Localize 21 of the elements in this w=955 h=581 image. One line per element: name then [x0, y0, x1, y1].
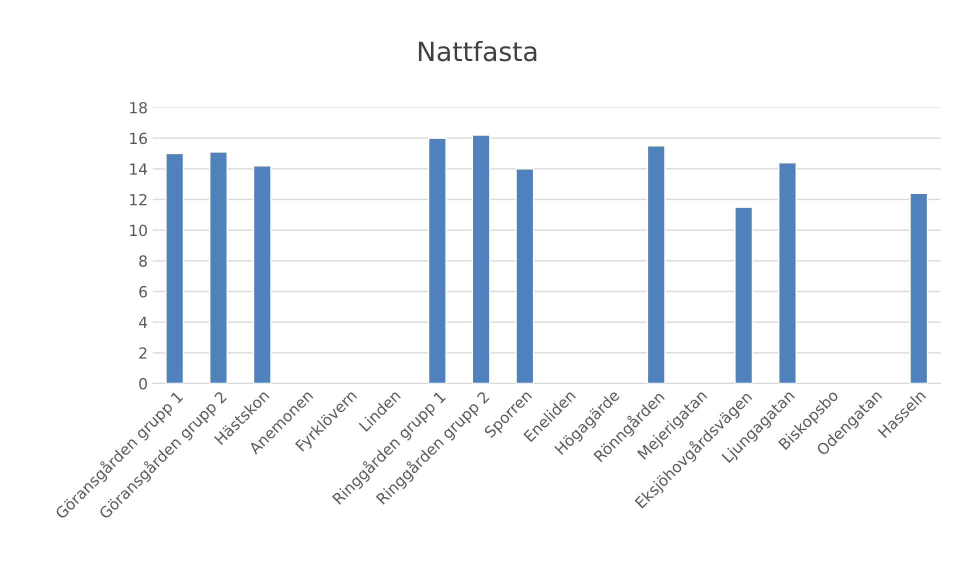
y-tick-label: 14: [130, 163, 148, 175]
chart-title: Nattfasta: [418, 40, 536, 62]
y-tick-label: 12: [130, 194, 146, 206]
y-tick-label: 0: [139, 378, 147, 390]
bar: [252, 165, 272, 384]
bar: [734, 206, 754, 384]
y-tick-label: 4: [138, 316, 148, 328]
y-tick-label: 18: [130, 102, 147, 114]
bar: [778, 162, 797, 384]
bar: [515, 168, 534, 384]
bar: [428, 137, 447, 384]
y-tick-label: 6: [139, 286, 147, 298]
bar: [909, 192, 928, 384]
bar: [472, 134, 491, 384]
y-tick-label: 16: [130, 132, 147, 144]
bar: [165, 152, 184, 384]
y-tick-label: 10: [130, 224, 147, 236]
y-tick-label: 2: [139, 347, 146, 359]
bar: [209, 151, 228, 384]
y-tick-label: 8: [139, 255, 147, 267]
bar: [646, 145, 666, 384]
